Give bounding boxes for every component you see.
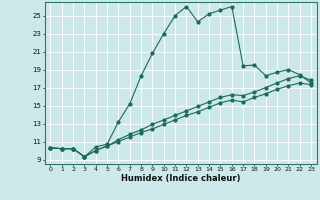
X-axis label: Humidex (Indice chaleur): Humidex (Indice chaleur) (121, 174, 241, 183)
